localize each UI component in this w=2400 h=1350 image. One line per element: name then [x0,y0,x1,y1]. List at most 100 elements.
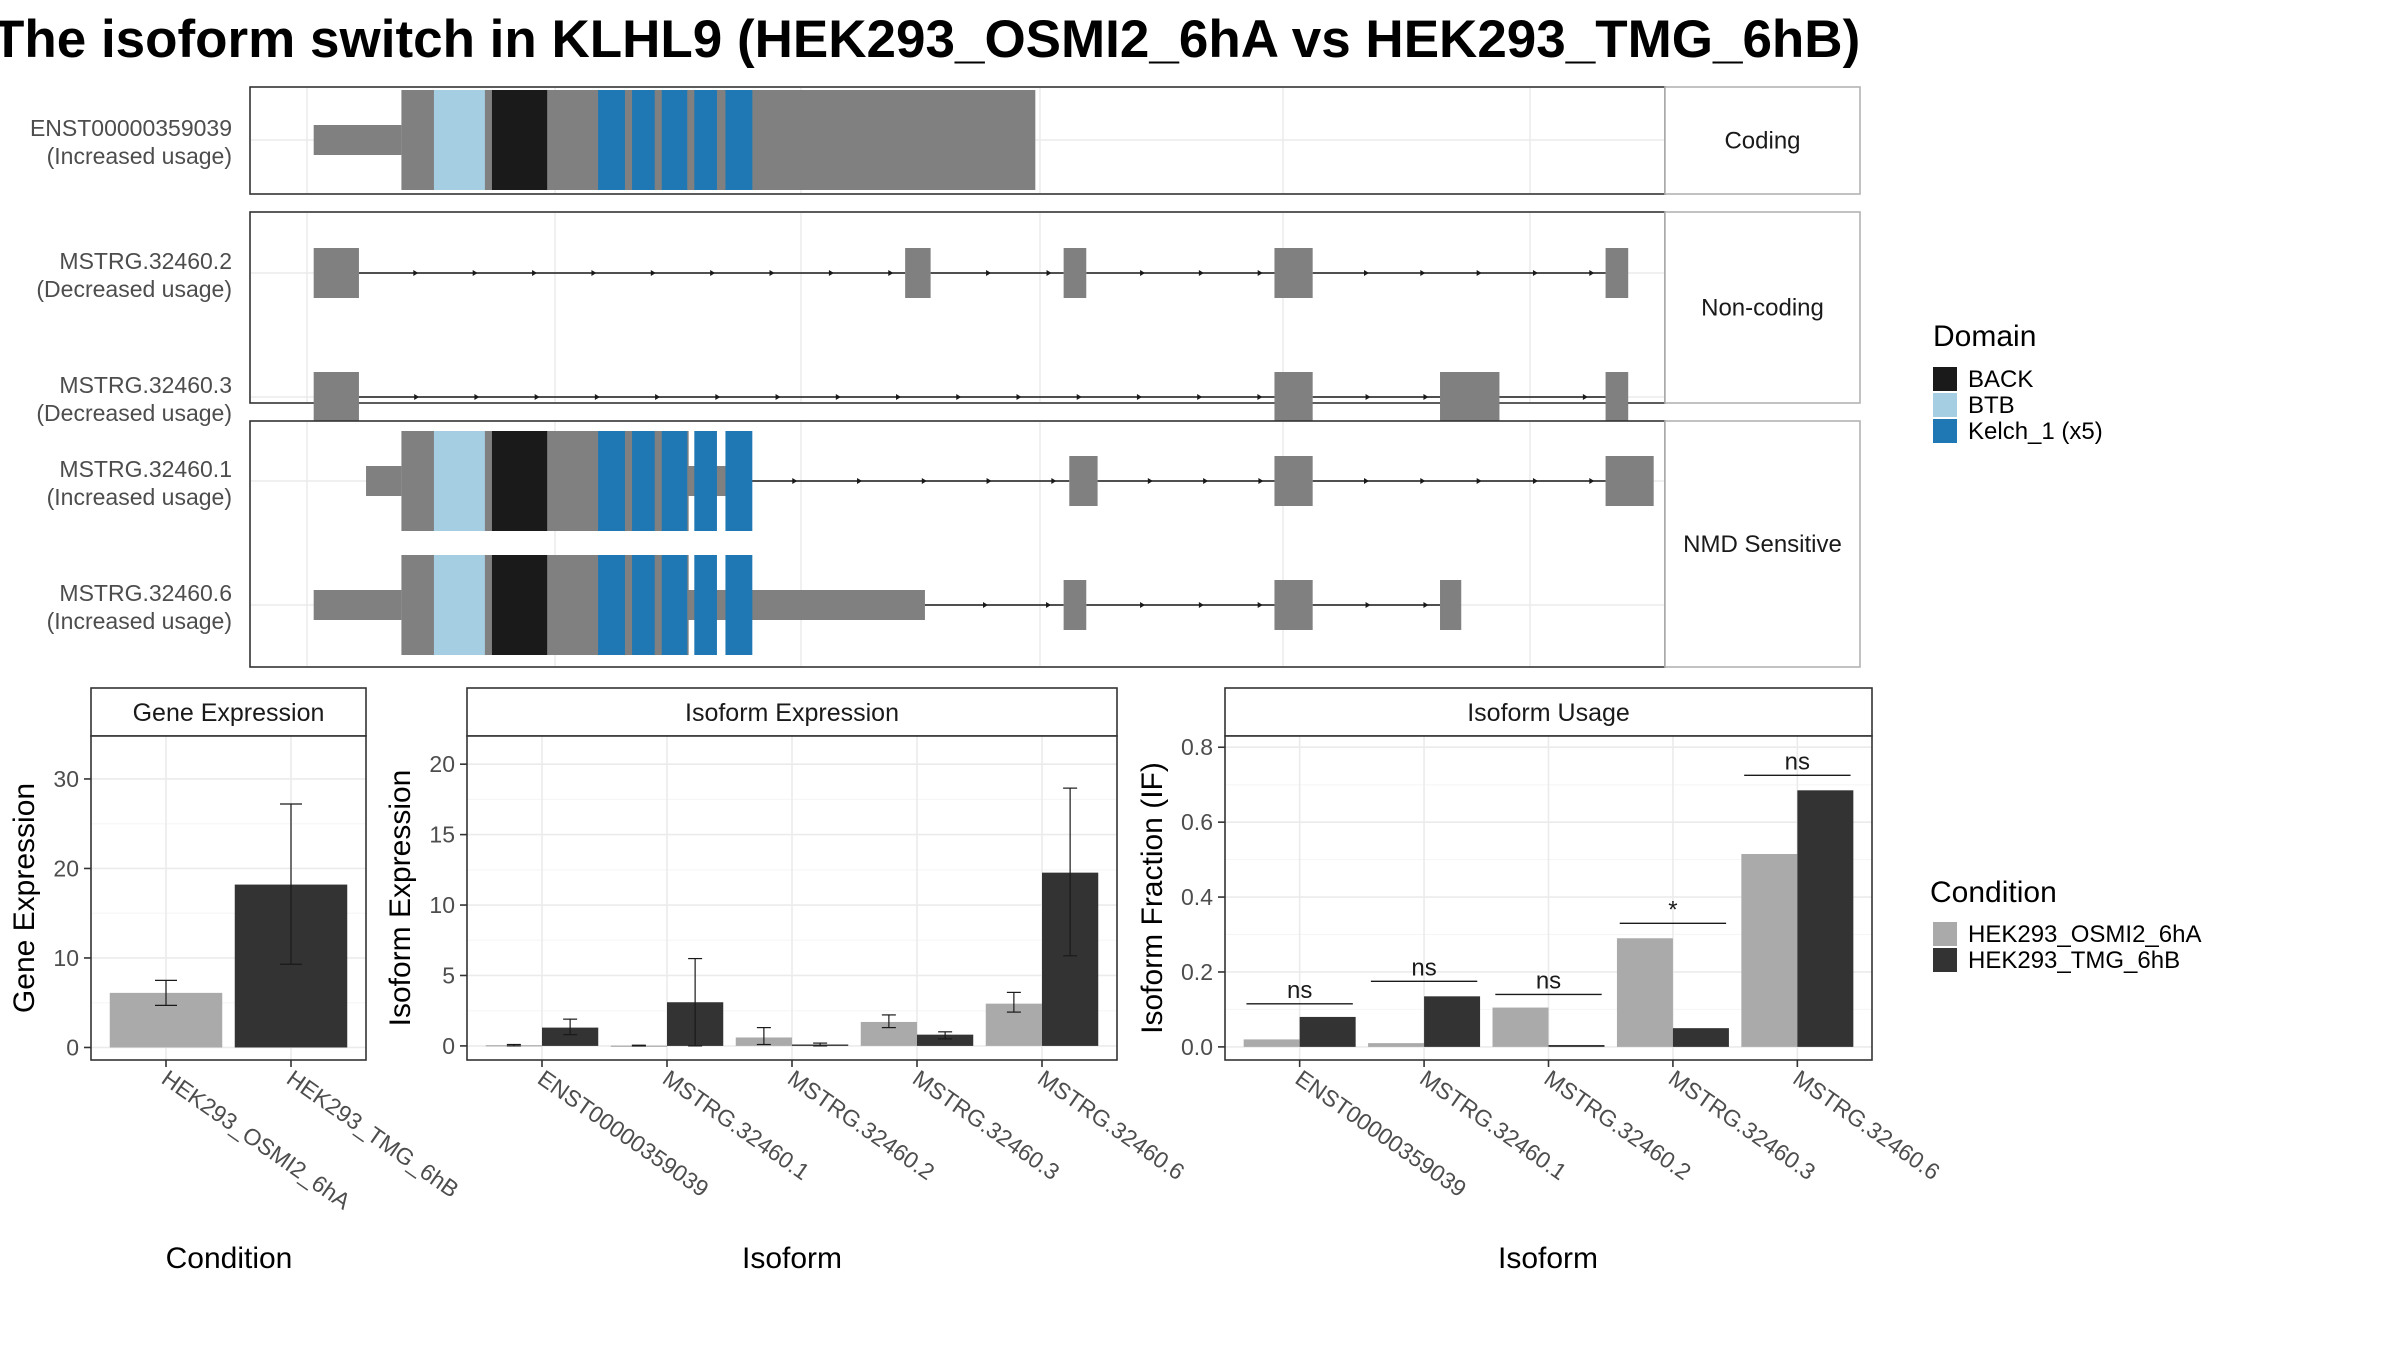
intron-arrow [591,270,597,276]
domain-btb [433,431,485,531]
domain-legend-title: Domain [1933,320,2036,353]
exon-block [1605,248,1629,298]
bar-hek293-osmi2-6ha-mstrg-32460-6 [1741,853,1798,1047]
y-tick-label: 10 [429,892,455,918]
domain-kelch [632,431,655,531]
transcript-mstrg-32460-6: MSTRG.32460.6(Increased usage) [47,555,1462,655]
transcript-enst00000359039: ENST00000359039(Increased usage) [30,90,1036,190]
intron-arrow [835,394,841,400]
x-axis-title: Isoform [1498,1242,1598,1275]
exon-block [1063,248,1087,298]
intron-arrow [534,394,540,400]
intron-arrow [474,394,480,400]
domain-back [491,555,548,655]
intron-arrow [1046,602,1052,608]
intron-arrow [1197,394,1203,400]
domain-kelch [694,90,717,190]
intron-arrow [532,270,538,276]
intron-arrow [715,394,721,400]
bar-hek293-osmi2-6ha-enst00000359039 [1243,1039,1300,1047]
intron-arrow [1140,602,1146,608]
domain-kelch [661,90,688,190]
intron-arrow [1046,270,1052,276]
y-axis-title: Gene Expression [8,783,41,1013]
significance-label: ns [1411,954,1436,981]
intron-arrow [1532,478,1538,484]
intron-arrow [1076,394,1082,400]
significance-label: ns [1536,967,1561,994]
x-axis-title: Condition [166,1242,293,1275]
transcript-structure-panel: Coding ENST00000359039(Increased usage) No… [30,86,1861,668]
y-tick-label: 30 [53,766,79,792]
y-tick-label: 15 [429,822,455,848]
domain-legend-label: BTB [1968,392,2015,419]
exon-block [1440,580,1462,630]
domain-kelch [661,431,688,531]
bar-hek293-osmi2-6ha-mstrg-32460-3 [1616,938,1673,1047]
intron-arrow [888,270,894,276]
exon-block [1274,580,1313,630]
y-tick-label: 10 [53,945,79,971]
structure-strip-non-coding [1664,211,1861,404]
intron-arrow [472,270,478,276]
bar-hek293-osmi2-6ha-mstrg-32460-1 [1368,1043,1425,1047]
intron-arrow [1140,270,1146,276]
exon-block [905,248,931,298]
figure-title: The isoform switch in KLHL9 (HEK293_OSMI… [0,10,1860,69]
chart-title: Isoform Expression [685,699,899,727]
exon-block [1605,372,1629,422]
domain-legend-swatch-back [1933,367,1957,391]
x-axis-title: Isoform [742,1242,842,1275]
intron-arrow [1589,270,1595,276]
intron-arrow [1136,394,1142,400]
y-tick-label: 0.8 [1181,734,1213,760]
structure-panel-non-coding [249,211,1666,404]
domain-kelch [598,555,625,655]
domain-kelch [694,555,717,655]
intron-arrow [1476,270,1482,276]
chart-isoform-expression: Isoform Expression05101520ENST0000035903… [384,687,1189,1275]
intron-arrow [414,394,420,400]
exon-block [1063,580,1087,630]
utr-block [313,125,402,155]
intron-arrow [1363,478,1369,484]
y-axis-title: Isoform Expression [384,770,417,1027]
transcript-id-label: ENST00000359039 [30,115,232,141]
intron-arrow [413,270,419,276]
intron-arrow [828,270,834,276]
structure-group-label: Coding [1724,128,1800,155]
transcript-usage-label: (Increased usage) [47,143,232,169]
intron-arrow [650,270,656,276]
domain-legend-swatch-btb [1933,393,1957,417]
exon-block [313,248,359,298]
intron-arrow [1423,602,1429,608]
structure-group-label: NMD Sensitive [1683,531,1842,558]
intron-arrow [1147,478,1153,484]
domain-back [491,90,548,190]
intron-arrow [982,602,988,608]
structure-group-label: Non-coding [1701,295,1824,322]
bar-hek293-tmg-6hb-mstrg-32460-2 [1548,1045,1605,1047]
intron-arrow [986,270,992,276]
intron-arrow [1365,394,1371,400]
transcript-usage-label: (Decreased usage) [36,276,232,302]
bar-hek293-tmg-6hb-enst00000359039 [1299,1016,1356,1047]
domain-btb [433,90,485,190]
significance-label: ns [1287,977,1312,1004]
intron-arrow [857,478,863,484]
intron-arrow [1363,270,1369,276]
condition-legend-swatch-1 [1933,922,1957,946]
bar-hek293-tmg-6hb-mstrg-32460-1 [1424,996,1481,1047]
bar-hek293-tmg-6hb-mstrg-32460-3 [1672,1028,1729,1047]
transcript-mstrg-32460-3: MSTRG.32460.3(Decreased usage) [36,372,1629,426]
intron-arrow [1582,394,1588,400]
domain-kelch [598,431,625,531]
condition-legend-swatch-2 [1933,948,1957,972]
exon-block [313,372,359,422]
domain-legend-swatch-kelch [1933,419,1957,443]
significance-label: * [1668,896,1677,923]
chart-title: Gene Expression [133,699,325,727]
